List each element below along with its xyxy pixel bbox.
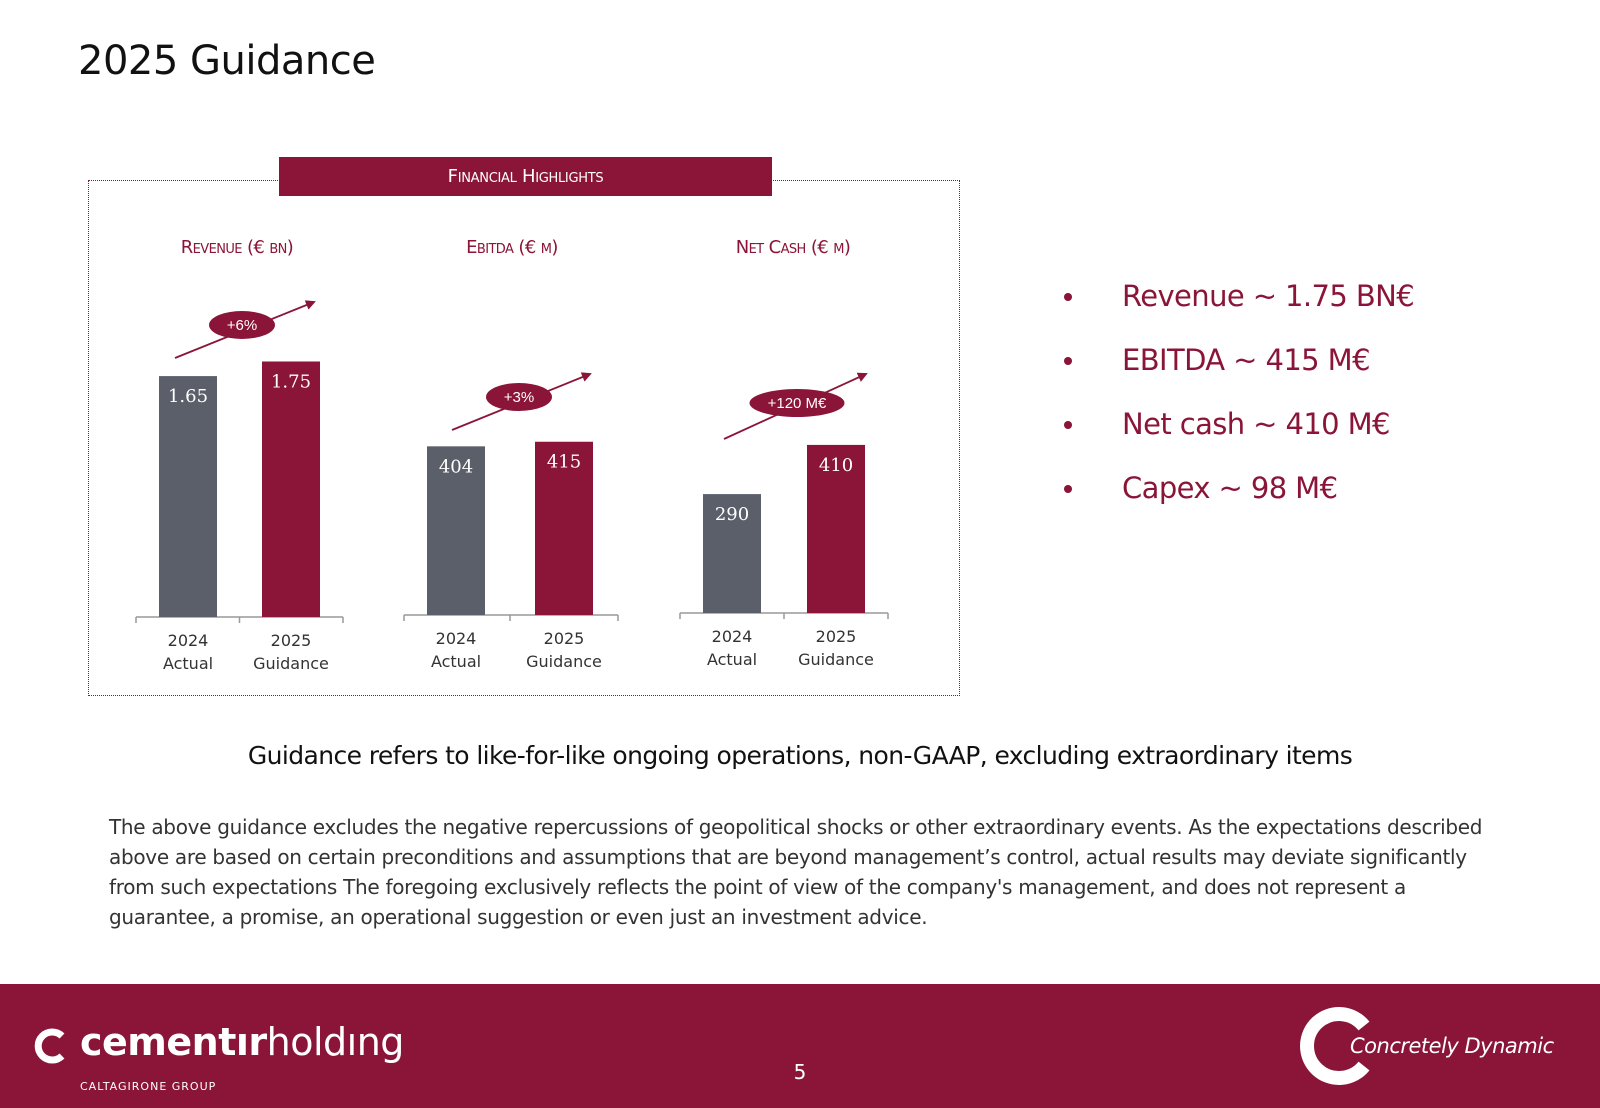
concretely-dynamic-logo-icon — [1300, 1007, 1370, 1085]
bar-actual — [159, 376, 217, 617]
tick-label: Guidance — [253, 654, 329, 673]
change-label: +6% — [227, 317, 257, 334]
guidance-bullets: Revenue ~ 1.75 BN€ EBITDA ~ 415 M€ Net c… — [1060, 274, 1415, 530]
bullet-dot-icon — [1064, 357, 1072, 365]
financial-charts: Revenue (€ bn) 1.65 2024 Actual 1.75 2025 Guid… — [135, 237, 889, 673]
bar-guidance — [807, 444, 865, 613]
disclaimer-text: The above guidance excludes the negative… — [109, 815, 1483, 929]
tick-label: Actual — [163, 654, 213, 673]
bullet-dot-icon — [1064, 421, 1072, 429]
tick-label: 2025 — [271, 631, 312, 650]
tick-label: 2024 — [436, 629, 477, 648]
tagline: Concretely Dynamic — [1350, 1034, 1554, 1058]
cementir-logo-icon — [34, 1028, 65, 1064]
tick-label: 2025 — [816, 627, 857, 646]
change-badge — [209, 311, 275, 339]
data-label: 410 — [819, 455, 853, 476]
page-title: 2025 Guidance — [78, 38, 376, 84]
brand-subtitle: CALTAGIRONE GROUP — [80, 1080, 217, 1093]
tick-label: Guidance — [526, 652, 602, 671]
page-number: 5 — [793, 1060, 807, 1084]
tick-label: 2024 — [712, 627, 753, 646]
tick-label: Actual — [707, 650, 757, 669]
change-label: +3% — [504, 389, 534, 406]
guidance-note: Guidance refers to like-for-like ongoing… — [247, 741, 1353, 770]
data-label: 404 — [439, 456, 473, 477]
data-label: 415 — [547, 452, 581, 473]
bullet-revenue: Revenue ~ 1.75 BN€ — [1060, 274, 1415, 338]
chart-title: Revenue (€ bn) — [181, 237, 293, 258]
bullet-dot-icon — [1064, 293, 1072, 301]
chart-title: Ebitda (€ m) — [466, 237, 558, 258]
data-label: 1.65 — [168, 386, 208, 407]
chart-title: Net Cash (€ m) — [736, 237, 851, 258]
bullet-capex: Capex ~ 98 M€ — [1060, 466, 1414, 530]
bar-actual — [427, 446, 485, 615]
data-label: 1.75 — [271, 372, 311, 393]
footer-bar: cementırholdıng CALTAGIRONE GROUP 5 Conc… — [0, 984, 1600, 1108]
bullet-net-cash: Net cash ~ 410 M€ — [1060, 402, 1414, 466]
tick-label: 2024 — [168, 631, 209, 650]
bar-actual — [703, 494, 761, 613]
bullet-ebitda: EBITDA ~ 415 M€ — [1060, 338, 1414, 402]
bullet-dot-icon — [1064, 485, 1072, 493]
tick-label: Guidance — [798, 650, 874, 669]
change-badge — [486, 383, 552, 411]
tick-label: Actual — [431, 652, 481, 671]
bar-guidance — [535, 441, 593, 615]
bar-guidance — [262, 361, 320, 617]
change-label: +120 M€ — [768, 395, 827, 412]
brand-name: cementırholdıng — [80, 1020, 404, 1064]
tick-label: 2025 — [544, 629, 585, 648]
panel-header: Financial Highlights — [279, 157, 772, 196]
change-badge — [749, 389, 845, 417]
data-label: 290 — [715, 504, 749, 525]
